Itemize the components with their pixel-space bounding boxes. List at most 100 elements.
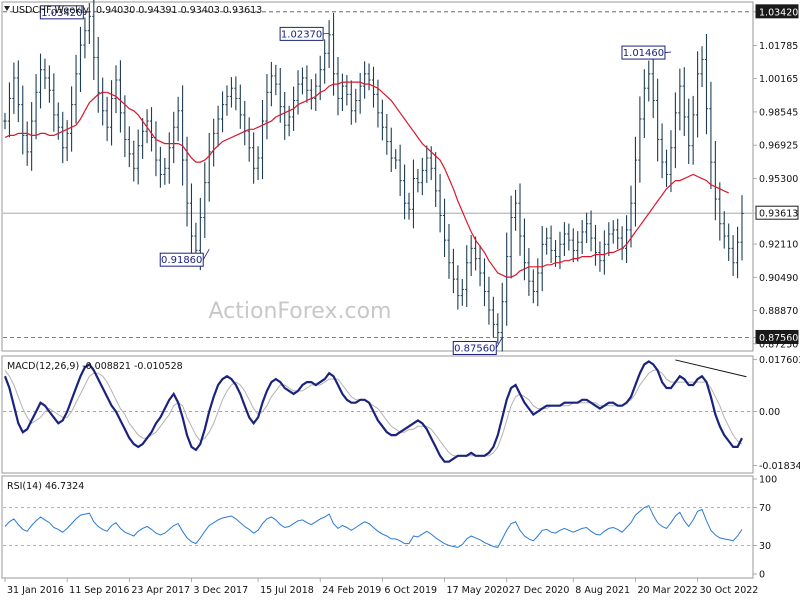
price-tick-label: 1.01785 xyxy=(759,41,798,52)
price-bar xyxy=(394,149,398,170)
price-panel-frame xyxy=(1,1,754,352)
price-bar xyxy=(163,157,167,185)
price-bar xyxy=(469,235,473,276)
rsi-line xyxy=(4,504,743,548)
price-bar xyxy=(642,69,646,139)
price-tick-label: 0.95300 xyxy=(759,174,798,185)
price-bar xyxy=(283,92,287,140)
price-bar xyxy=(482,258,487,307)
price-bar xyxy=(527,248,531,296)
price-tick-label: 0.90490 xyxy=(759,273,798,284)
price-bar xyxy=(269,61,273,107)
rsi-tick-label: 0 xyxy=(759,570,765,581)
macd-tick-label: 0.017603 xyxy=(759,355,800,366)
price-bar xyxy=(78,26,83,93)
price-bar xyxy=(247,117,251,162)
time-tick-label: 27 Dec 2020 xyxy=(509,585,570,596)
price-bar xyxy=(336,57,340,116)
price-tick-label: 0.98545 xyxy=(759,107,798,118)
price-bar xyxy=(696,51,700,138)
price-bar xyxy=(52,73,56,132)
price-bar xyxy=(407,192,411,220)
price-bar xyxy=(682,67,686,136)
price-bar xyxy=(345,75,349,106)
rsi-tick-label: 30 xyxy=(759,541,771,552)
price-bar xyxy=(141,118,145,159)
price-bar xyxy=(602,230,606,275)
price-bar xyxy=(505,232,509,326)
macd-line xyxy=(3,360,743,463)
price-tick-label: 0.87250 xyxy=(759,339,798,350)
price-bar xyxy=(518,183,522,256)
price-bar xyxy=(425,145,429,183)
price-bar xyxy=(416,168,420,193)
price-bar xyxy=(349,80,353,125)
price-bar xyxy=(718,182,722,241)
price-bar xyxy=(176,96,180,142)
rsi-tick-label: 100 xyxy=(759,475,777,486)
time-tick-label: 23 Apr 2017 xyxy=(131,585,190,596)
price-tick-label: 0.92110 xyxy=(759,240,798,251)
price-bar xyxy=(580,220,584,255)
price-bar xyxy=(673,92,678,169)
annotation-box xyxy=(452,340,497,355)
price-bar xyxy=(367,63,371,91)
price-bar xyxy=(21,85,25,155)
price-bar xyxy=(327,20,331,68)
annotation-label: 0.87560 xyxy=(454,343,495,354)
time-tick-label: 24 Feb 2019 xyxy=(322,585,381,596)
price-tag xyxy=(755,329,799,344)
annotation-label: 0.91860 xyxy=(161,255,202,266)
annotation-0.91860: 0.91860 xyxy=(159,248,210,267)
annotation-0.87560: 0.87560 xyxy=(452,337,503,355)
time-tick-label: 20 Mar 2022 xyxy=(637,585,697,596)
price-bar xyxy=(69,86,74,152)
price-bar xyxy=(7,82,12,138)
price-bar xyxy=(12,62,16,114)
dropdown-arrow-icon xyxy=(4,6,10,11)
time-tick-label: 15 Jul 2018 xyxy=(260,585,314,596)
price-bar xyxy=(549,225,553,263)
price-bar xyxy=(478,245,482,287)
price-bar xyxy=(38,53,43,109)
macd-divergence-trendline xyxy=(675,359,747,378)
price-bar xyxy=(314,73,318,112)
time-tick-label: 8 Aug 2021 xyxy=(575,585,630,596)
price-bar xyxy=(220,91,225,133)
price-bar xyxy=(109,80,114,146)
price-bar xyxy=(225,85,229,116)
price-bar xyxy=(61,111,65,164)
macd-panel-frame xyxy=(1,355,754,474)
annotation-leader xyxy=(495,337,503,349)
price-bar xyxy=(238,84,242,129)
price-bar xyxy=(700,46,704,88)
price-bar xyxy=(389,127,393,172)
price-bar xyxy=(380,99,384,141)
price-bar xyxy=(385,113,389,155)
price-bar xyxy=(252,132,256,184)
price-bar xyxy=(651,56,655,119)
price-bar xyxy=(278,67,282,123)
rsi-axis: 100 70 30 0 xyxy=(753,475,777,581)
price-bar xyxy=(96,36,100,113)
time-axis: 31 Jan 2016 11 Sep 2016 23 Apr 2017 3 Dec 2… xyxy=(4,578,758,596)
rsi-levels xyxy=(3,507,752,546)
price-bar xyxy=(158,146,162,188)
price-tag xyxy=(755,4,799,19)
price-bar xyxy=(660,123,664,179)
price-bar xyxy=(65,120,69,161)
price-bar xyxy=(691,95,695,165)
price-bar xyxy=(300,67,305,95)
price-bar xyxy=(616,218,620,250)
price-tag-label: 1.03420 xyxy=(759,7,798,18)
price-bar xyxy=(331,12,336,96)
price-bar xyxy=(340,73,345,112)
price-bar xyxy=(216,105,220,147)
macd-tick-label: 0.00 xyxy=(759,407,780,418)
price-bar xyxy=(545,227,549,255)
price-tag-label: 0.93613 xyxy=(759,209,798,220)
macd-label: MACD(12,26,9) -0.008821 -0.010528 xyxy=(7,361,183,372)
price-axis: 1.03420 1.01785 1.00165 0.98545 0.96925 0.953… xyxy=(753,4,799,350)
